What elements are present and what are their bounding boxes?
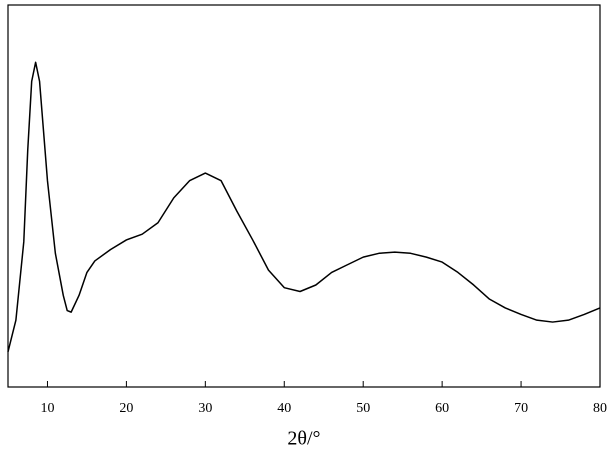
- x-tick-label: 20: [119, 401, 133, 416]
- data-line: [8, 62, 600, 352]
- x-tick-label: 30: [198, 401, 212, 416]
- x-tick-label: 60: [435, 401, 449, 416]
- x-tick-label: 80: [593, 401, 607, 416]
- plot-frame: [8, 5, 600, 387]
- x-tick-label: 40: [277, 401, 291, 416]
- x-tick-label: 50: [356, 401, 370, 416]
- x-axis-title: 2θ/°: [287, 428, 320, 450]
- x-tick-label: 70: [514, 401, 528, 416]
- chart: 2θ/° 10 20 30 40 50 60 70 80: [0, 0, 616, 458]
- x-tick-label: 10: [40, 401, 54, 416]
